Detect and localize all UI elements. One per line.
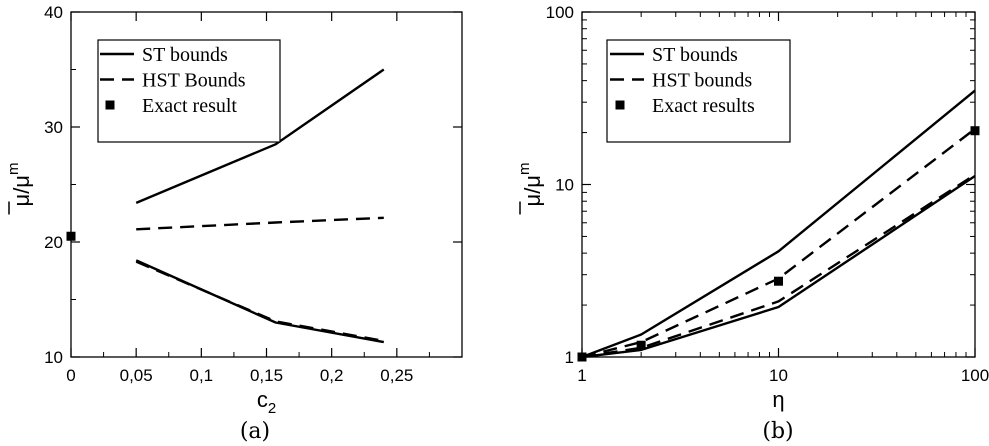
legend-marker-swatch [105,100,115,110]
st-bound-line [135,259,385,344]
y-axis-label-superscript: m [5,163,22,176]
x-tick-label: 100 [961,366,989,385]
st-bound-line [581,175,976,359]
x-tick-label: 0,25 [380,366,413,385]
hst-bound-line [581,127,976,359]
y-axis-label-main: μ/μ [520,175,545,206]
legend-box [97,39,281,143]
panel-caption: (a) [240,419,270,444]
y-axis-label: μ/μm [5,163,34,207]
exact-result-marker [970,126,980,136]
legend-marker-swatch [615,100,625,110]
legend-label: Exact result [142,95,237,117]
legend: ST bounds HST Bounds Exact result [97,39,281,143]
legend-label: ST bounds [652,44,738,66]
hst-bound-line [135,260,385,343]
legend-box [606,39,791,143]
y-tick-label: 10 [44,348,63,367]
x-axis-label-subscript: 2 [268,400,276,417]
y-axis-label-group: μ/μm [5,163,34,215]
panel-caption: (b) [762,419,793,444]
x-tick-label: 0,15 [250,366,283,385]
y-tick-label: 100 [546,3,574,22]
exact-result-marker [66,231,76,241]
y-axis-label: μ/μm [516,163,545,207]
hst-bound-line [581,173,976,359]
exact-result-marker [774,276,783,286]
x-tick-label: 1 [577,366,586,385]
chart-panel-2: 1 10 100 1 10 100 ST bounds HST bounds Exact res… [516,3,989,444]
legend-label: ST bounds [142,44,228,66]
exact-result-marker [636,340,646,350]
legend-label: HST bounds [652,70,752,92]
st-bound-line [581,89,976,359]
x-tick-label: 0 [66,366,75,385]
exact-result-marker [577,352,587,362]
x-tick-label: 0,05 [120,366,153,385]
y-tick-label: 10 [555,176,574,195]
y-tick-label: 20 [44,233,63,252]
y-tick-label: 1 [565,348,574,367]
chart-panel-1: 0 0,05 0,1 0,15 0,2 0,25 10 20 30 40 ST bounds HST … [5,3,463,444]
y-tick-label: 30 [44,118,63,137]
y-axis-label-superscript: m [516,163,533,176]
x-tick-label: 10 [769,366,788,385]
hst-bound-line [136,216,384,231]
legend-label: HST Bounds [142,70,246,92]
legend-label: Exact results [652,95,755,117]
x-axis-label: c2 [257,387,276,417]
x-axis-label-main: η [772,387,784,412]
y-axis-label-main: μ/μ [9,175,34,206]
x-axis-label-main: c [257,387,268,412]
y-axis-label-group: μ/μm [516,163,545,215]
y-tick-label: 40 [44,3,63,22]
legend: ST bounds HST bounds Exact results [606,39,791,143]
x-tick-label: 0,1 [190,366,214,385]
x-tick-label: 0,2 [320,366,344,385]
st-bound-line [135,68,385,205]
x-axis-label: η [772,387,784,412]
